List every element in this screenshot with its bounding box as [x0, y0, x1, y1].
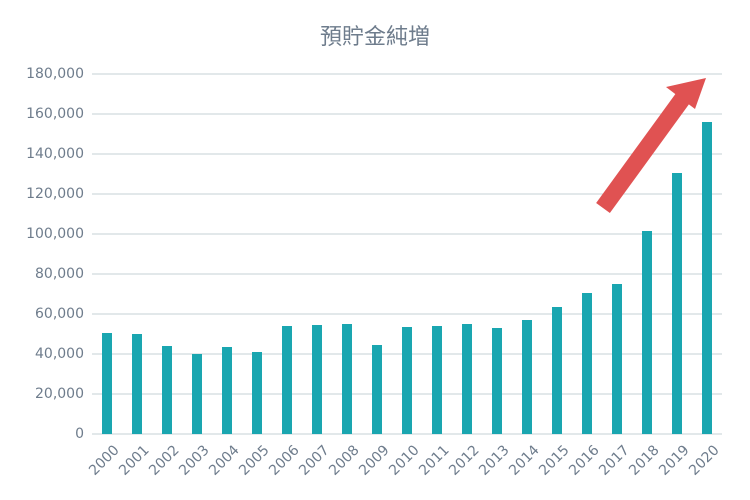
bar	[132, 334, 142, 434]
bar	[222, 347, 232, 434]
bar	[462, 324, 472, 434]
x-tick-label: 2020	[686, 442, 723, 479]
chart-title: 預貯金純増	[320, 25, 430, 50]
bar	[402, 327, 412, 434]
y-tick-label: 20,000	[35, 386, 84, 402]
x-tick-label: 2007	[296, 442, 333, 479]
x-tick-label: 2006	[266, 442, 303, 479]
y-tick-label: 0	[75, 426, 84, 442]
x-tick-label: 2012	[446, 442, 483, 479]
bar	[252, 352, 262, 434]
bar	[702, 122, 712, 434]
y-tick-label: 60,000	[35, 306, 84, 322]
x-tick-label: 2013	[476, 442, 513, 479]
x-tick-label: 2002	[146, 442, 183, 479]
bar	[282, 326, 292, 434]
bar	[192, 354, 202, 434]
arrow-head	[666, 78, 706, 109]
bar	[102, 333, 112, 434]
bar	[312, 325, 322, 434]
x-tick-label: 2005	[236, 442, 273, 479]
arrow-shaft	[596, 93, 690, 213]
y-tick-label: 120,000	[26, 186, 84, 202]
y-tick-label: 160,000	[26, 106, 84, 122]
x-tick-label: 2003	[176, 442, 213, 479]
x-tick-label: 2019	[656, 442, 693, 479]
x-tick-label: 2004	[206, 442, 243, 479]
bar	[522, 320, 532, 434]
bar	[492, 328, 502, 434]
y-tick-label: 40,000	[35, 346, 84, 362]
y-tick-label: 180,000	[26, 66, 84, 82]
x-tick-label: 2015	[536, 442, 573, 479]
trend-arrow	[596, 78, 706, 213]
x-tick-label: 2001	[116, 442, 153, 479]
x-tick-label: 2009	[356, 442, 393, 479]
bar	[162, 346, 172, 434]
y-tick-label: 100,000	[26, 226, 84, 242]
x-tick-label: 2010	[386, 442, 423, 479]
bar	[642, 231, 652, 434]
plot-area: 0 20,000 40,000 60,000 80,000 100,000 120,000 1…	[26, 66, 723, 479]
bar	[552, 307, 562, 434]
bar	[372, 345, 382, 434]
x-tick-label: 2016	[566, 442, 603, 479]
bar	[612, 284, 622, 434]
bar	[432, 326, 442, 434]
x-tick-label: 2008	[326, 442, 363, 479]
x-tick-label: 2014	[506, 442, 543, 479]
x-tick-label: 2011	[416, 442, 453, 479]
bar	[582, 293, 592, 434]
x-tick-label: 2017	[596, 442, 633, 479]
x-tick-label: 2018	[626, 442, 663, 479]
bar	[672, 173, 682, 434]
y-tick-label: 80,000	[35, 266, 84, 282]
y-tick-label: 140,000	[26, 146, 84, 162]
bar	[342, 324, 352, 434]
x-tick-label: 2000	[86, 442, 123, 479]
